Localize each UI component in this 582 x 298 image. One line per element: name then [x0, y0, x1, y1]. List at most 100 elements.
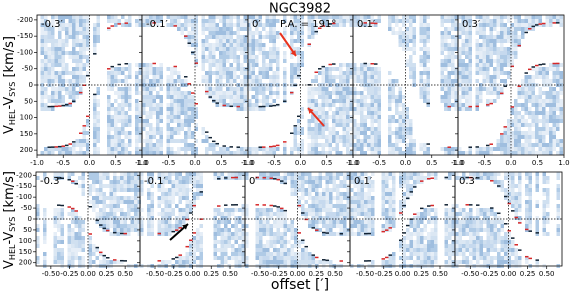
pixel-cell — [255, 43, 259, 47]
pixel-cell — [395, 95, 399, 99]
panel: -0.50-0.250.000.250.500′ — [242, 172, 350, 278]
pixel-cell — [99, 192, 103, 196]
pixel-cell — [318, 95, 322, 99]
pixel-cell — [134, 216, 138, 220]
pixel-cell — [388, 15, 392, 19]
pixel-cell — [318, 71, 322, 75]
pixel-cell — [469, 59, 473, 63]
pixel-cell — [336, 184, 340, 188]
pixel-cell — [483, 43, 487, 47]
pixel-cell — [262, 35, 266, 39]
pixel-cell — [417, 236, 421, 240]
pixel-cell — [346, 79, 350, 83]
pixel-cell — [368, 220, 372, 224]
pixel-cell — [385, 220, 389, 224]
pixel-cell — [55, 51, 59, 55]
pixel-cell — [340, 208, 344, 212]
pixel-cell — [93, 127, 97, 131]
pixel-cell — [294, 172, 298, 176]
pixel-cell — [92, 252, 96, 256]
pixel-cell — [364, 131, 368, 135]
pixel-cell — [167, 67, 171, 71]
pixel-cell — [140, 208, 144, 212]
pixel-cell — [65, 43, 69, 47]
pixel-cell — [103, 208, 107, 212]
pixel-cell — [504, 147, 508, 151]
pixel-cell — [301, 43, 305, 47]
pixel-cell — [237, 47, 241, 51]
pixel-cell — [290, 71, 294, 75]
pixel-cell — [476, 43, 480, 47]
contour — [158, 260, 162, 262]
pixel-cell — [325, 75, 329, 79]
pixel-cell — [507, 151, 511, 155]
pixel-cell — [252, 71, 256, 75]
pixel-cell — [82, 236, 86, 240]
pixel-cell — [79, 147, 83, 151]
x-tick-label: 0.0 — [295, 159, 306, 167]
pixel-cell — [385, 260, 389, 264]
pixel-cell — [371, 119, 375, 123]
pixel-cell — [72, 79, 76, 83]
pixel-cell — [287, 240, 291, 244]
contour — [500, 133, 504, 135]
pixel-cell — [244, 35, 248, 39]
pixel-cell — [146, 71, 150, 75]
pixel-cell — [168, 176, 172, 180]
pixel-cell — [388, 71, 392, 75]
pixel-cell — [266, 172, 270, 176]
pixel-cell — [121, 91, 125, 95]
pixel-cell — [107, 119, 111, 123]
pixel-cell — [395, 107, 399, 111]
pixel-cell — [216, 43, 220, 47]
pixel-cell — [125, 143, 129, 147]
pixel-cell — [399, 19, 403, 23]
pixel-cell — [55, 43, 59, 47]
pixel-cell — [181, 107, 185, 111]
pixel-cell — [346, 107, 350, 111]
pixel-cell — [329, 151, 333, 155]
pixel-cell — [319, 208, 323, 212]
pixel-cell — [549, 87, 553, 91]
pixel-cell — [325, 135, 329, 139]
pixel-cell — [262, 151, 266, 155]
pixel-cell — [423, 79, 427, 83]
pixel-cell — [336, 188, 340, 192]
x-tick-label: 0.5 — [532, 159, 543, 167]
pixel-cell — [273, 248, 277, 252]
pixel-cell — [413, 15, 417, 19]
pixel-cell — [244, 27, 248, 31]
pixel-cell — [311, 31, 315, 35]
pixel-cell — [395, 119, 399, 123]
pixel-cell — [86, 71, 90, 75]
pixel-cell — [118, 135, 122, 139]
pixel-cell — [402, 39, 406, 43]
pixel-cell — [504, 27, 508, 31]
pixel-cell — [231, 236, 235, 240]
pixel-cell — [214, 252, 218, 256]
pixel-cell — [357, 204, 361, 208]
pixel-cell — [242, 236, 246, 240]
pixel-cell — [107, 111, 111, 115]
pixel-cell — [378, 87, 382, 91]
pixel-cell — [255, 107, 259, 111]
pixel-cell — [139, 119, 143, 123]
contour — [205, 91, 209, 93]
pixel-cell — [339, 91, 343, 95]
pixel-cell — [420, 248, 424, 252]
pixel-cell — [284, 176, 288, 180]
pixel-cell — [205, 147, 209, 151]
pixel-cell — [256, 212, 260, 216]
pixel-cell — [473, 244, 477, 248]
pixel-cell — [553, 143, 557, 147]
pixel-cell — [118, 103, 122, 107]
pixel-cell — [528, 127, 532, 131]
pixel-cell — [99, 220, 103, 224]
pixel-cell — [514, 135, 518, 139]
pixel-cell — [507, 59, 511, 63]
pixel-cell — [93, 27, 97, 31]
pixel-cell — [500, 135, 504, 139]
pixel-cell — [270, 224, 274, 228]
pixel-cell — [455, 224, 459, 228]
pixel-cell — [193, 196, 197, 200]
